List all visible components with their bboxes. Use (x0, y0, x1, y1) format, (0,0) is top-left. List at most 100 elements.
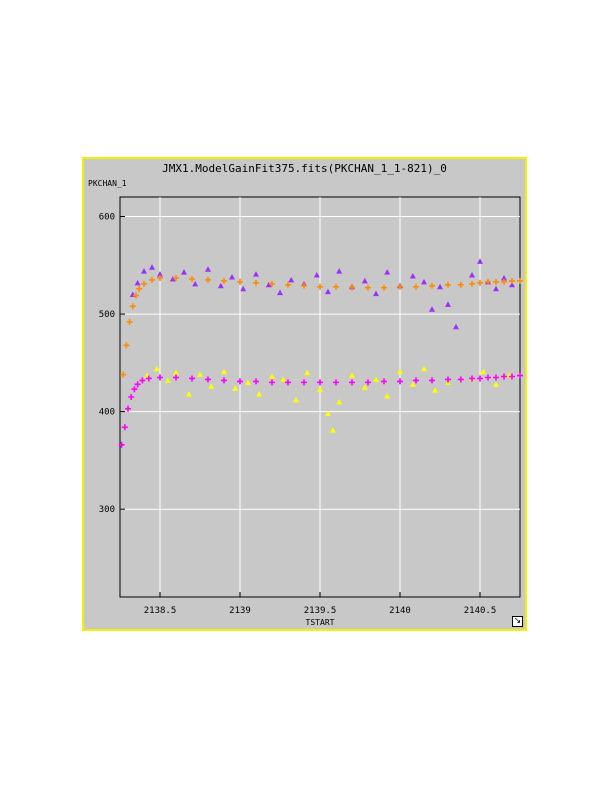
data-point (304, 369, 311, 376)
data-point (501, 278, 507, 285)
series-1 (120, 274, 523, 378)
x-tick-label: 2139 (229, 606, 251, 616)
data-point (205, 276, 211, 283)
data-point (237, 378, 243, 385)
data-point (317, 386, 323, 392)
data-point (501, 373, 507, 380)
data-point (477, 375, 483, 382)
x-tick-label: 2140.5 (464, 606, 497, 616)
data-point (157, 374, 163, 381)
data-point (134, 381, 141, 388)
data-point (157, 271, 163, 277)
data-point (517, 372, 523, 379)
data-point (509, 277, 515, 284)
data-point (349, 284, 355, 291)
data-point (118, 441, 125, 448)
data-point (269, 379, 275, 386)
data-point (469, 375, 475, 382)
data-point (493, 381, 499, 387)
data-point (317, 283, 323, 290)
data-point (329, 427, 336, 433)
data-point (413, 283, 419, 290)
data-point (333, 379, 339, 386)
data-point (349, 379, 355, 386)
data-point (325, 410, 331, 417)
data-point (437, 283, 443, 290)
data-point (397, 378, 403, 385)
data-point (517, 277, 523, 284)
data-point (397, 283, 403, 290)
grid-lines (120, 197, 520, 597)
window-title: JMX1.ModelGainFit375.fits(PKCHAN_1_1-821… (162, 162, 447, 175)
data-point (349, 372, 355, 379)
data-point (409, 381, 416, 387)
x-tick-label: 2138.5 (144, 606, 177, 616)
data-point (421, 278, 427, 285)
data-point (157, 274, 163, 281)
data-point (381, 378, 387, 385)
data-point (153, 365, 160, 372)
data-point (361, 277, 368, 284)
data-point (129, 303, 136, 310)
data-point (453, 323, 459, 330)
data-point (256, 391, 263, 397)
data-point (485, 278, 491, 285)
data-point (123, 342, 130, 349)
data-point (229, 274, 235, 280)
data-point (269, 373, 275, 380)
y-tick-label: 500 (99, 310, 115, 320)
data-point (477, 258, 483, 264)
series-3 (118, 372, 523, 448)
data-point (469, 272, 475, 278)
data-point (485, 374, 491, 381)
data-point (493, 374, 499, 381)
data-point (253, 279, 259, 286)
data-point (141, 280, 147, 287)
data-point (245, 379, 251, 385)
data-point (373, 290, 379, 297)
data-point (121, 424, 128, 431)
data-point (384, 269, 391, 275)
data-point (509, 373, 515, 380)
data-point (128, 394, 135, 400)
data-point (333, 283, 339, 290)
data-point (221, 368, 227, 375)
data-point (317, 379, 323, 386)
data-point (301, 282, 307, 289)
data-point (432, 387, 439, 393)
data-point (136, 285, 143, 292)
data-point (253, 271, 259, 277)
data-point (265, 281, 272, 288)
data-point (493, 285, 499, 292)
data-point (373, 376, 379, 382)
data-point (173, 374, 179, 381)
data-point (493, 278, 499, 285)
data-point (189, 375, 195, 382)
data-point (181, 269, 187, 275)
data-point (232, 385, 239, 391)
data-point (285, 281, 291, 288)
data-point (429, 377, 435, 384)
data-point (469, 280, 475, 287)
data-point (205, 376, 211, 383)
data-point (173, 274, 179, 281)
data-point (145, 375, 152, 382)
data-point (480, 368, 487, 375)
resize-arrow-icon[interactable]: ↘ (512, 616, 523, 627)
data-point (133, 292, 139, 299)
y-tick-label: 600 (99, 213, 115, 223)
data-marks (118, 258, 523, 448)
data-point (149, 276, 155, 283)
data-point (445, 376, 451, 383)
data-point (139, 377, 146, 384)
data-point (457, 281, 464, 288)
data-point (301, 379, 307, 386)
data-point (457, 376, 464, 383)
data-point (237, 278, 243, 285)
data-point (253, 378, 259, 385)
x-tick-label: 2140 (389, 606, 411, 616)
x-axis-label: TSTART (306, 618, 335, 627)
data-point (501, 274, 507, 281)
data-point (192, 280, 199, 287)
data-point (217, 282, 224, 289)
